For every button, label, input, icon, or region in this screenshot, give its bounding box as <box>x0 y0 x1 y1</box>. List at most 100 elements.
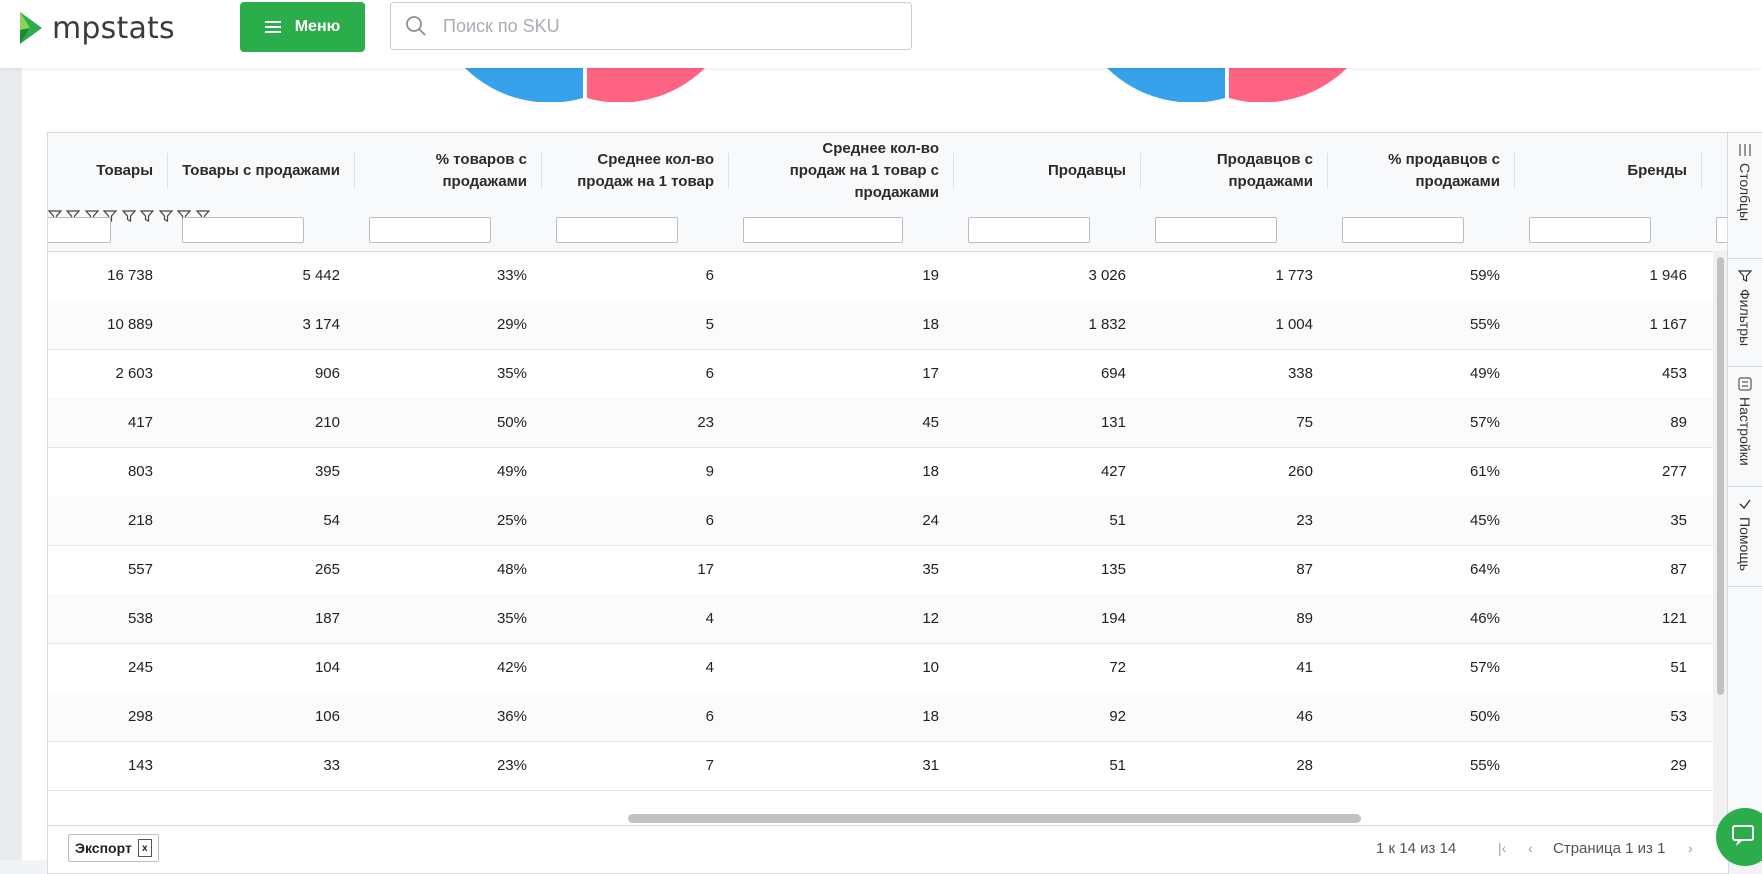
export-button[interactable]: Экспорт x <box>68 834 159 862</box>
cell-avg-sales-per-product: 6 <box>705 267 714 284</box>
cell-avg-sales-per-product: 6 <box>705 365 714 382</box>
search-input[interactable] <box>441 14 865 38</box>
filter-input-products[interactable] <box>48 217 111 243</box>
first-page-icon[interactable]: |‹ <box>1498 840 1507 856</box>
cell-avg-sales-per-product: 6 <box>705 512 714 529</box>
filter-input-avg-sales-per-product[interactable] <box>556 217 678 243</box>
menu-button[interactable]: Меню <box>240 2 365 52</box>
filter-input-sellers[interactable] <box>968 217 1090 243</box>
cell-pct-sellers-with-sales: 49% <box>1469 365 1500 382</box>
cell-products-with-sales: 54 <box>323 512 340 529</box>
filter-input-sellers-with-sales[interactable] <box>1155 217 1277 243</box>
filter-input-avg-sales-per-product-with-sales[interactable] <box>743 217 903 243</box>
column-header-avg-sales-per-product[interactable]: Среднее кол-во продаж на 1 товар <box>577 151 714 190</box>
table-row[interactable]: 245 104 42% 4 10 72 41 57% 51 <box>48 643 1713 693</box>
chat-button[interactable] <box>1716 808 1762 866</box>
side-tab-help[interactable]: Помощь <box>1728 487 1762 587</box>
vertical-scrollbar-thumb[interactable] <box>1717 257 1724 695</box>
filter-icon[interactable] <box>139 209 155 223</box>
cell-pct-sellers-with-sales: 55% <box>1469 757 1500 774</box>
columns-icon <box>1739 144 1751 156</box>
table-row[interactable]: 10 889 3 174 29% 5 18 1 832 1 004 55% 1 167 <box>48 300 1713 350</box>
column-header-sellers[interactable]: Продавцы <box>1047 162 1126 179</box>
filter-input-pct-sellers-with-sales[interactable] <box>1342 217 1464 243</box>
cell-avg-sales-per-product: 4 <box>705 610 714 627</box>
column-header-avg-sales-per-product-with-sales[interactable]: Среднее кол-во продаж на 1 товар с прода… <box>789 140 939 201</box>
cell-avg-sales-per-product-with-sales: 45 <box>922 414 939 431</box>
column-header-sellers-with-sales[interactable]: Продавцов с продажами <box>1216 151 1313 190</box>
logo-text: mpstats <box>52 10 175 46</box>
pagination-range: 1 к 14 из 14 <box>1376 840 1457 857</box>
filter-input-next-column[interactable] <box>1716 217 1728 243</box>
filter-icon[interactable] <box>121 209 137 223</box>
grid-header-row: Товары Товары с продажами % товаров с пр… <box>48 133 1728 210</box>
column-header-pct-products-with-sales[interactable]: % товаров с продажами <box>435 151 527 190</box>
filter-icon <box>1738 270 1752 282</box>
next-page-icon[interactable]: › <box>1688 840 1693 856</box>
cell-products-with-sales: 187 <box>314 610 340 627</box>
table-row[interactable]: 16 738 5 442 33% 6 19 3 026 1 773 59% 1 946 <box>48 251 1713 301</box>
side-tab-columns[interactable]: Столбцы <box>1728 133 1762 259</box>
cell-pct-products-with-sales: 33% <box>496 267 527 284</box>
cell-pct-sellers-with-sales: 57% <box>1469 659 1500 676</box>
logo-icon <box>20 12 42 44</box>
table-row[interactable]: 557 265 48% 17 35 135 87 64% 87 <box>48 545 1713 595</box>
check-icon <box>1739 499 1751 510</box>
column-header-pct-sellers-with-sales[interactable]: % продавцов с продажами <box>1388 151 1500 190</box>
cell-brands: 277 <box>1661 463 1687 480</box>
previous-page-icon[interactable]: ‹ <box>1528 840 1533 856</box>
table-row[interactable]: 143 33 23% 7 31 51 28 55% 29 <box>48 741 1713 791</box>
chat-icon <box>1732 825 1754 846</box>
cell-sellers-with-sales: 87 <box>1296 561 1313 578</box>
search-box[interactable] <box>390 2 912 50</box>
table-row[interactable]: 298 106 36% 6 18 92 46 50% 53 <box>48 692 1713 742</box>
grid-side-panel: Столбцы Фильтры Настройки Помощь <box>1727 132 1762 861</box>
side-tab-settings[interactable]: Настройки <box>1728 367 1762 487</box>
table-row[interactable]: 417 210 50% 23 45 131 75 57% 89 <box>48 398 1713 448</box>
excel-file-icon: x <box>137 839 152 857</box>
cell-sellers: 72 <box>1109 659 1126 676</box>
cell-avg-sales-per-product: 5 <box>705 316 714 333</box>
column-header-products[interactable]: Товары <box>96 162 153 179</box>
cell-sellers-with-sales: 1 004 <box>1275 316 1313 333</box>
cell-pct-sellers-with-sales: 61% <box>1469 463 1500 480</box>
side-tab-filters-label: Фильтры <box>1737 289 1753 347</box>
logo[interactable]: mpstats <box>18 8 175 48</box>
cell-pct-products-with-sales: 23% <box>496 757 527 774</box>
export-button-label: Экспорт <box>75 840 132 856</box>
search-icon <box>406 16 426 36</box>
column-header-brands[interactable]: Бренды <box>1627 162 1687 179</box>
cell-avg-sales-per-product-with-sales: 18 <box>922 316 939 333</box>
cell-brands: 29 <box>1670 757 1687 774</box>
cell-sellers: 194 <box>1100 610 1126 627</box>
cell-products-with-sales: 106 <box>314 708 340 725</box>
cell-brands: 87 <box>1670 561 1687 578</box>
cell-pct-products-with-sales: 25% <box>496 512 527 529</box>
cell-brands: 51 <box>1670 659 1687 676</box>
pie-chart-left <box>465 68 705 102</box>
cell-brands: 35 <box>1670 512 1687 529</box>
cell-sellers: 135 <box>1100 561 1126 578</box>
filter-input-brands[interactable] <box>1529 217 1651 243</box>
cell-avg-sales-per-product-with-sales: 17 <box>922 365 939 382</box>
side-tab-settings-label: Настройки <box>1737 397 1753 466</box>
table-row[interactable]: 218 54 25% 6 24 51 23 45% 35 <box>48 496 1713 546</box>
filter-input-pct-products-with-sales[interactable] <box>369 217 491 243</box>
filter-icon[interactable] <box>158 209 174 223</box>
cell-sellers-with-sales: 23 <box>1296 512 1313 529</box>
left-sidebar-strip <box>0 68 22 860</box>
cell-products: 803 <box>127 463 153 480</box>
side-tab-filters[interactable]: Фильтры <box>1728 259 1762 367</box>
cell-products-with-sales: 395 <box>314 463 340 480</box>
cell-brands: 453 <box>1661 365 1687 382</box>
table-row[interactable]: 803 395 49% 9 18 427 260 61% 277 <box>48 447 1713 497</box>
table-row[interactable]: 2 603 906 35% 6 17 694 338 49% 453 <box>48 349 1713 399</box>
filter-input-products-with-sales[interactable] <box>182 217 304 243</box>
cell-avg-sales-per-product-with-sales: 18 <box>922 708 939 725</box>
table-row[interactable]: 538 187 35% 4 12 194 89 46% 121 <box>48 594 1713 644</box>
cell-pct-sellers-with-sales: 50% <box>1469 708 1500 725</box>
horizontal-scrollbar-thumb[interactable] <box>628 814 1361 823</box>
cell-products-with-sales: 3 174 <box>302 316 340 333</box>
column-header-products-with-sales[interactable]: Товары с продажами <box>182 162 340 179</box>
cell-avg-sales-per-product: 17 <box>697 561 714 578</box>
